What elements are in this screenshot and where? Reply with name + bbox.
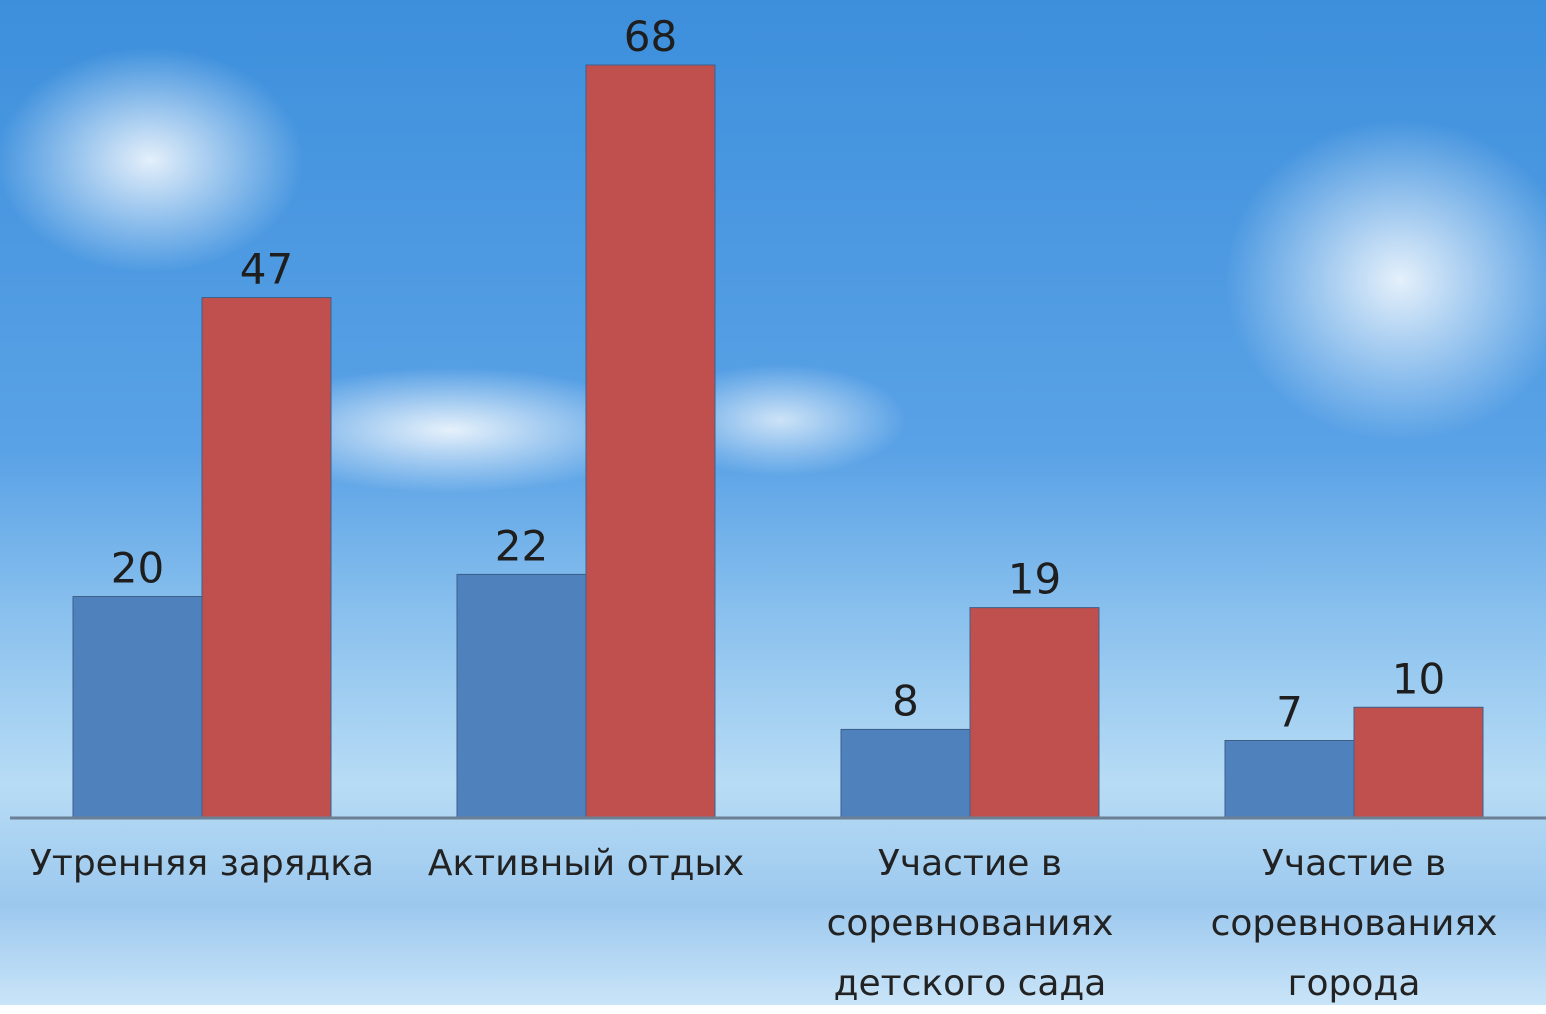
value-label: 7 — [1276, 687, 1303, 736]
bar — [841, 729, 970, 818]
value-label: 20 — [111, 544, 164, 593]
bar — [1225, 740, 1354, 818]
bar — [586, 65, 715, 818]
bar — [202, 298, 331, 818]
category-label: Участие в соревнованиях города — [1169, 834, 1539, 1014]
category-label: Активный отдых — [401, 834, 771, 894]
value-label: 8 — [892, 676, 919, 725]
value-label: 10 — [1392, 654, 1445, 703]
category-label: Утренняя зарядка — [17, 834, 387, 894]
value-label: 47 — [240, 245, 293, 294]
bar — [73, 597, 202, 818]
page: 20472268819710 (() => { const data = JSO… — [0, 0, 1546, 1005]
value-label: 68 — [624, 12, 677, 61]
bar — [970, 608, 1099, 818]
category-label: Участие в соревнованиях детского сада — [785, 834, 1155, 1014]
value-label: 22 — [495, 521, 548, 570]
value-label: 19 — [1008, 555, 1061, 604]
bar — [1354, 707, 1483, 818]
bar — [457, 574, 586, 818]
